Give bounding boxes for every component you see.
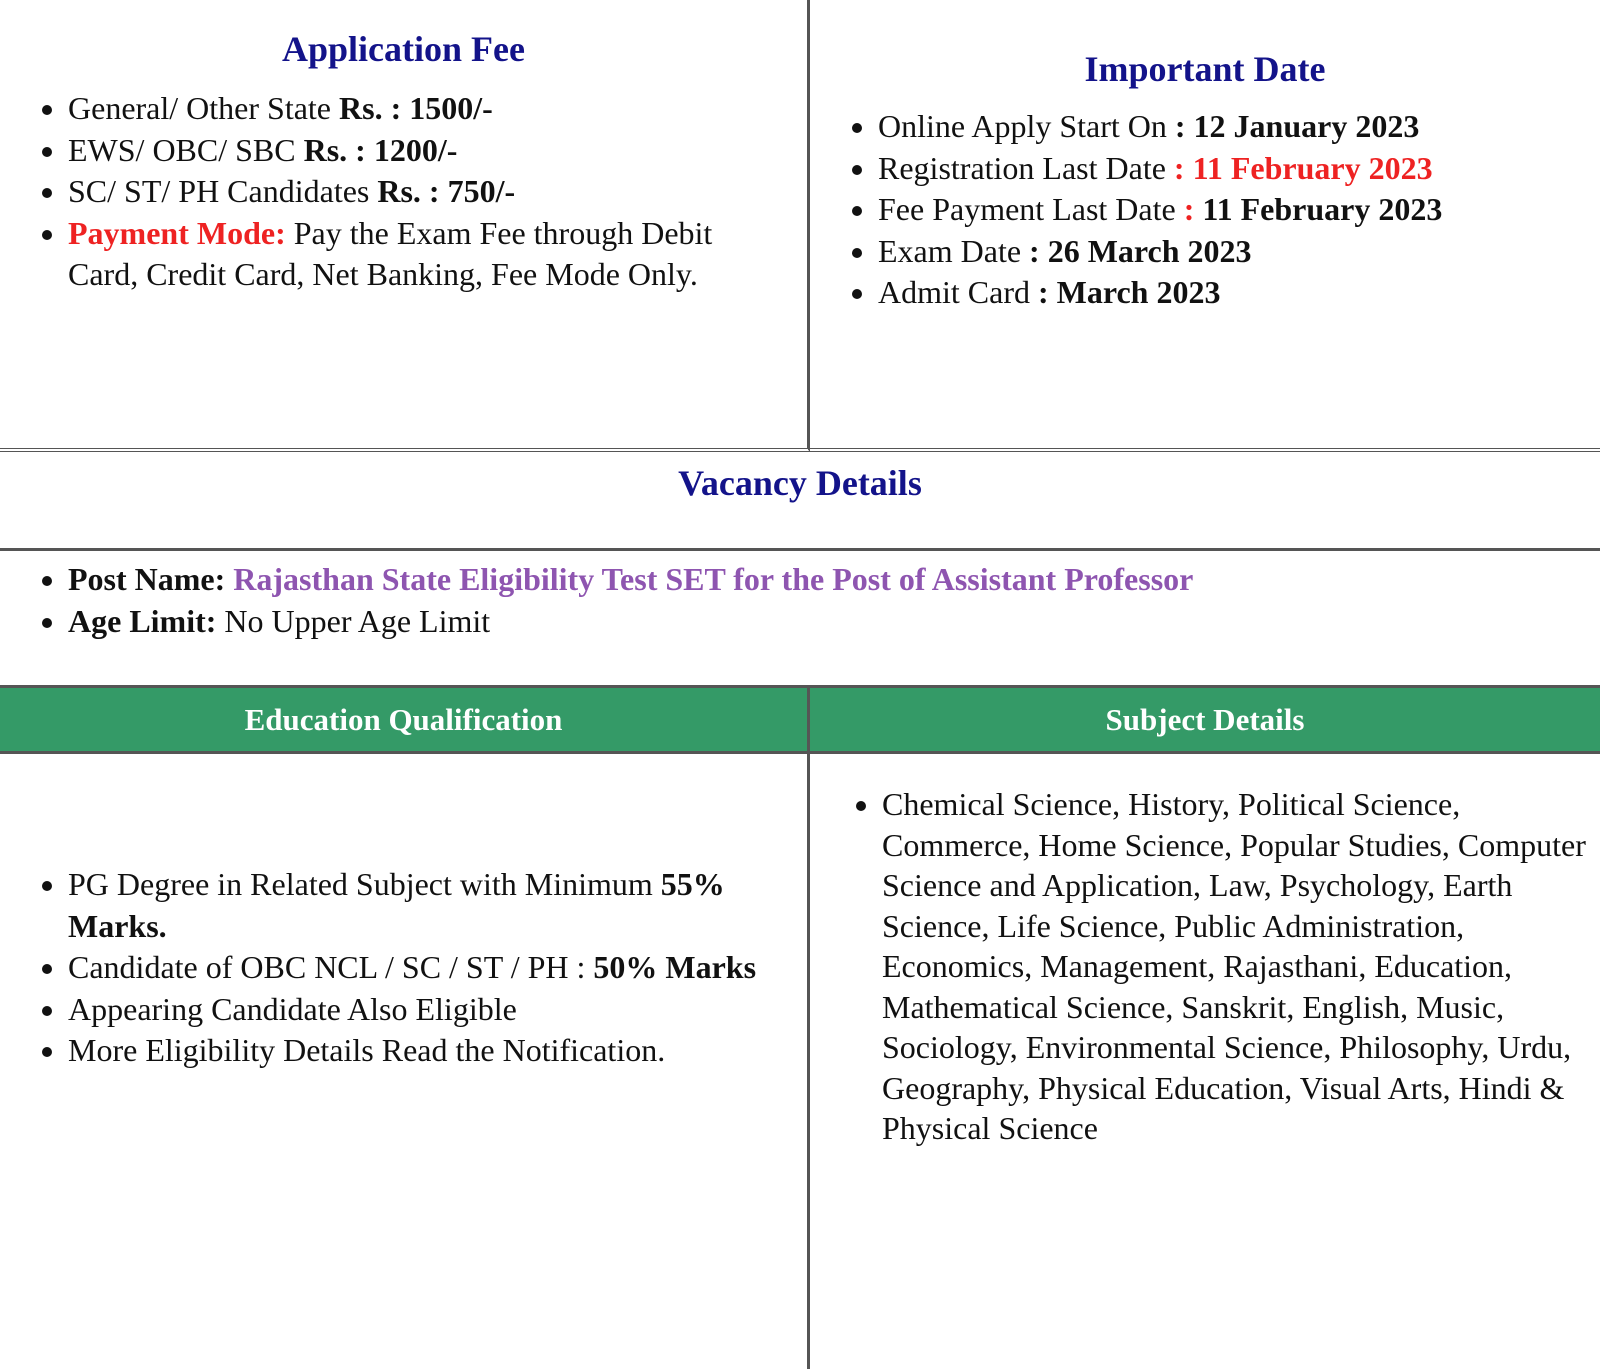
date-item: Exam Date : 26 March 2023 (878, 231, 1600, 273)
fee-list: General/ Other State Rs. : 1500/- EWS/ O… (0, 88, 807, 296)
post-name: Post Name: Rajasthan State Eligibility T… (68, 559, 1600, 601)
important-date-cell: Important Date Online Apply Start On : 1… (810, 0, 1600, 452)
date-item: Online Apply Start On : 12 January 2023 (878, 106, 1600, 148)
education-cell: PG Degree in Related Subject with Minimu… (0, 754, 810, 1369)
education-item: Candidate of OBC NCL / SC / ST / PH : 50… (68, 947, 793, 989)
vacancy-title: Vacancy Details (678, 463, 922, 503)
application-fee-cell: Application Fee General/ Other State Rs.… (0, 0, 810, 452)
date-item: Admit Card : March 2023 (878, 272, 1600, 314)
payment-mode: Payment Mode: Pay the Exam Fee through D… (68, 213, 807, 296)
application-fee-title: Application Fee (282, 29, 525, 69)
fee-item: General/ Other State Rs. : 1500/- (68, 88, 807, 130)
date-list: Online Apply Start On : 12 January 2023 … (810, 106, 1600, 314)
education-item: PG Degree in Related Subject with Minimu… (68, 864, 793, 947)
important-date-title: Important Date (1084, 49, 1326, 89)
fee-item: SC/ ST/ PH Candidates Rs. : 750/- (68, 171, 807, 213)
education-header: Education Qualification (0, 688, 810, 754)
subject-cell: Chemical Science, History, Political Sci… (810, 754, 1600, 1369)
education-item: More Eligibility Details Read the Notifi… (68, 1030, 793, 1072)
fee-item: EWS/ OBC/ SBC Rs. : 1200/- (68, 130, 807, 172)
subject-header: Subject Details (810, 688, 1600, 754)
vacancy-header: Vacancy Details (0, 452, 1600, 551)
subject-list: Chemical Science, History, Political Sci… (882, 784, 1590, 1149)
date-item: Registration Last Date : 11 February 202… (878, 148, 1600, 190)
date-item: Fee Payment Last Date : 11 February 2023 (878, 189, 1600, 231)
education-item: Appearing Candidate Also Eligible (68, 989, 793, 1031)
age-limit: Age Limit: No Upper Age Limit (68, 601, 1600, 643)
post-details: Post Name: Rajasthan State Eligibility T… (0, 551, 1600, 688)
